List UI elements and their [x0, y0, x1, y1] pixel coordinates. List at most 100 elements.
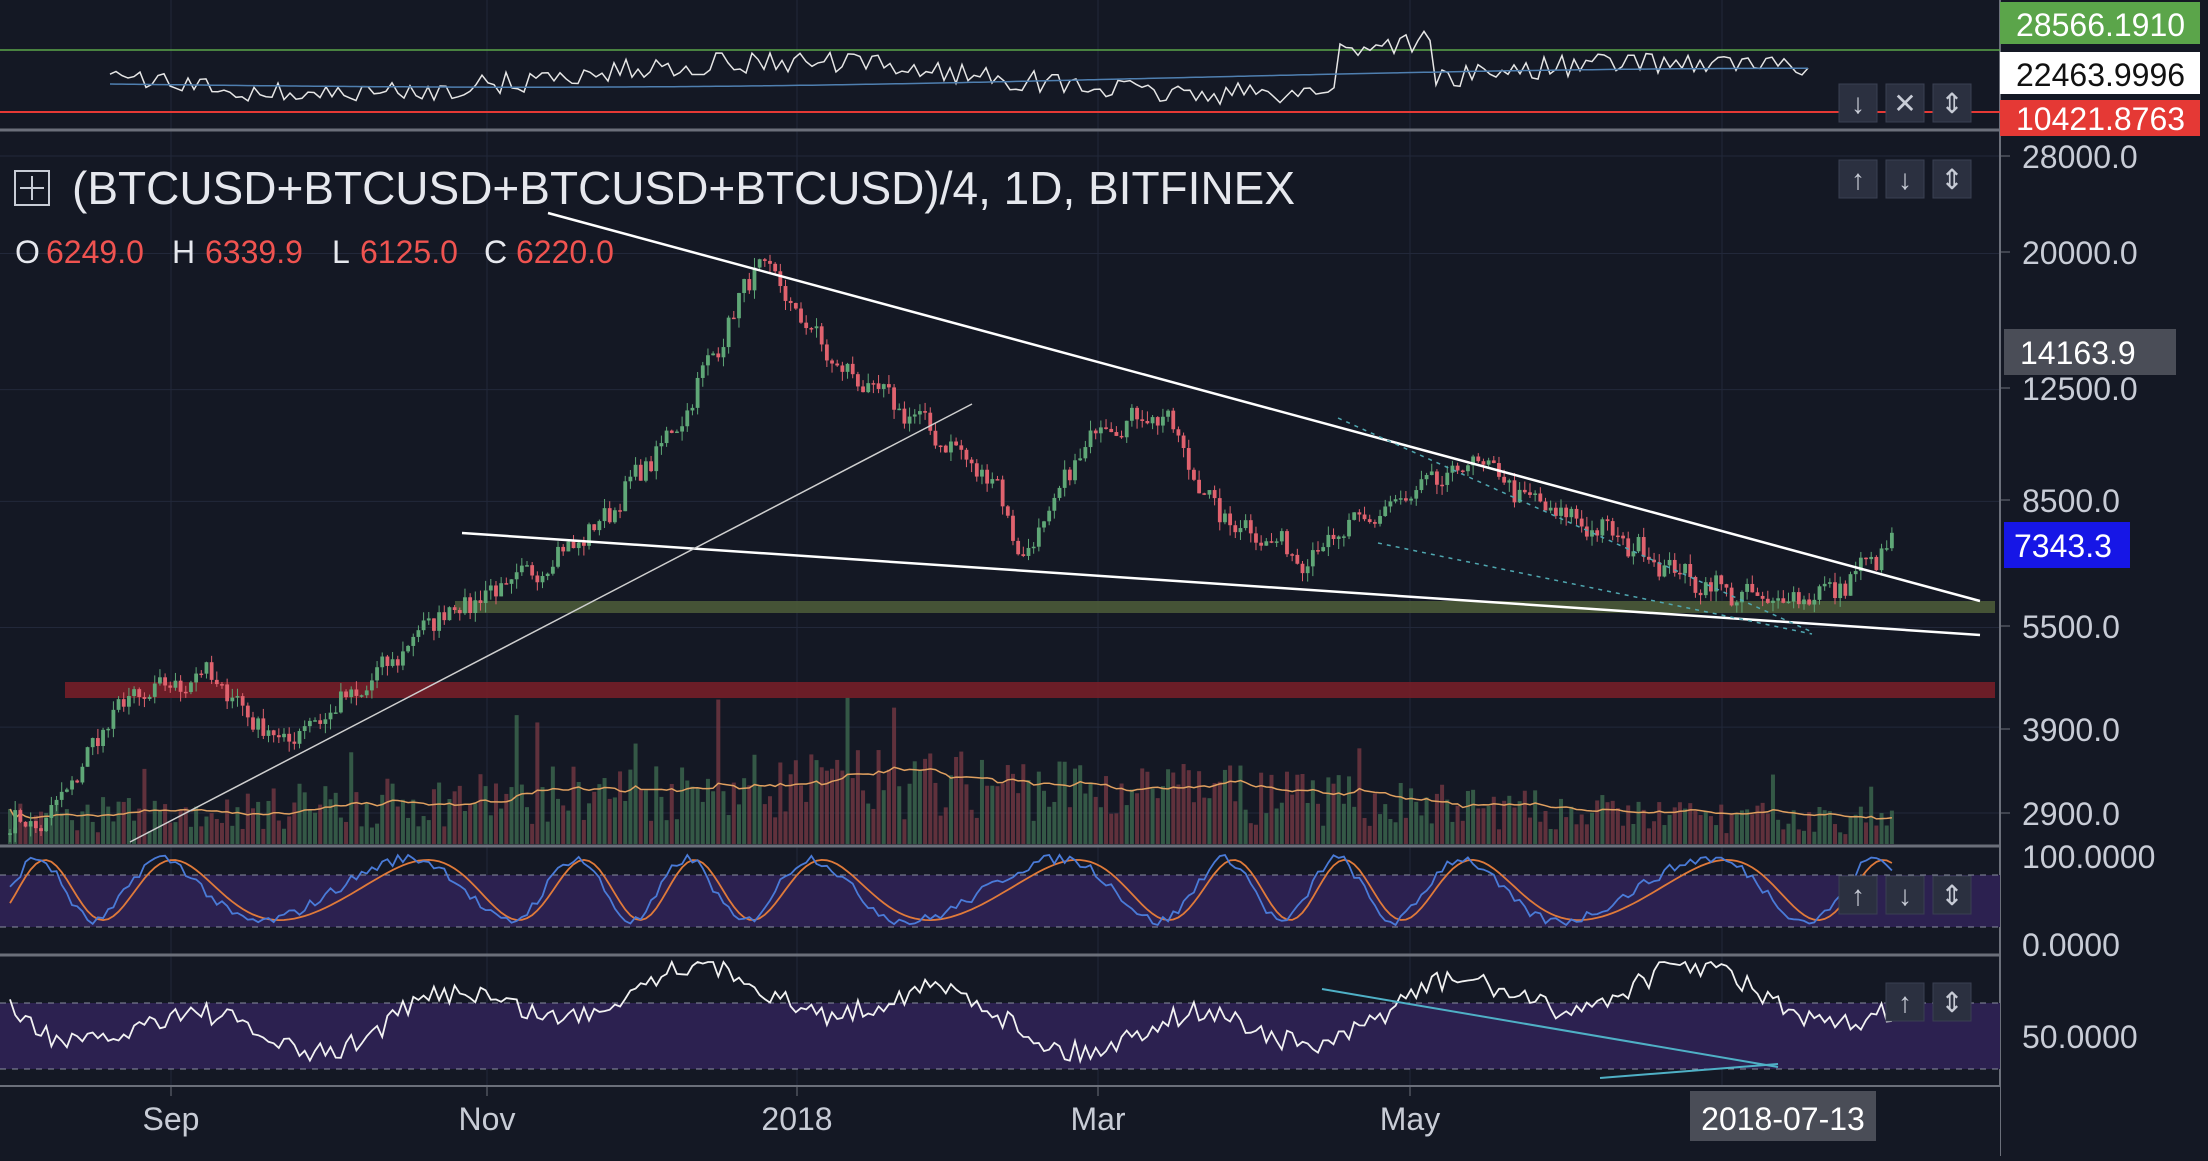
- main-pane-up-button[interactable]: ↑: [1838, 159, 1878, 199]
- volume-bar: [1455, 805, 1460, 844]
- stoch-pane-up-button[interactable]: ↑: [1838, 875, 1878, 915]
- candle-body: [44, 817, 49, 832]
- candle-body: [1522, 489, 1527, 493]
- candle-body: [1833, 582, 1837, 599]
- candle-body: [328, 712, 333, 720]
- candle-body: [1083, 447, 1088, 459]
- candle-body: [1802, 599, 1806, 605]
- candle-body: [545, 573, 550, 577]
- top-pane-series: [109, 30, 1809, 106]
- candle-body: [1067, 469, 1072, 481]
- candle-body: [866, 383, 871, 393]
- volume-bar: [421, 816, 426, 844]
- candle-body: [483, 590, 488, 604]
- candle-body: [1771, 600, 1775, 603]
- price-axis[interactable]: 28000.0 20000.0 12500.0 8500.0 5500.0 39…: [2000, 139, 2176, 832]
- candle-body: [1124, 420, 1129, 438]
- rsi-trendline-lower[interactable]: [1599, 1063, 1779, 1079]
- time-axis[interactable]: Sep Nov 2018 Mar May 2018-07-13: [0, 1085, 2000, 1156]
- volume-bar: [1109, 813, 1114, 844]
- main-pane-maximize-button[interactable]: ⇕: [1932, 159, 1972, 199]
- volume-bar: [1274, 808, 1279, 844]
- volume-bar: [416, 826, 421, 844]
- candle-body: [1192, 469, 1196, 480]
- volume-bar: [1693, 810, 1698, 844]
- volume-bar: [1714, 825, 1719, 844]
- candle-body: [990, 479, 995, 484]
- arrow-up-icon: ↑: [1851, 880, 1865, 911]
- candle-body: [1703, 582, 1708, 596]
- volume-bar: [276, 820, 281, 844]
- volume-bar: [1739, 810, 1744, 844]
- trendlines[interactable]: [129, 211, 1981, 843]
- candle-body: [33, 821, 38, 829]
- price-tag-level: [2004, 329, 2176, 375]
- candle-body: [1698, 592, 1703, 596]
- rsi-pane-up-button[interactable]: ↑: [1885, 982, 1925, 1022]
- volume-bar: [700, 801, 705, 844]
- price-tick: 12500.0: [2022, 371, 2138, 407]
- rsi-pane-maximize-button[interactable]: ⇕: [1932, 982, 1972, 1022]
- main-pane-down-button[interactable]: ↓: [1885, 159, 1925, 199]
- time-cursor-label: 2018-07-13: [1701, 1101, 1865, 1137]
- candle-body: [783, 286, 788, 301]
- rsi-trendline-upper[interactable]: [1321, 988, 1779, 1068]
- candle-body: [716, 353, 721, 358]
- top-pane-maximize-button[interactable]: ⇕: [1932, 83, 1972, 123]
- candle-body: [721, 347, 726, 358]
- candle-body: [18, 810, 23, 822]
- top-pane-down-button[interactable]: ↓: [1838, 83, 1878, 123]
- volume-bar: [318, 804, 323, 844]
- candle-body: [1119, 435, 1124, 438]
- candle-body: [556, 546, 560, 567]
- candle-body: [256, 718, 261, 730]
- candle-body: [876, 383, 881, 389]
- volume-bar: [587, 803, 592, 844]
- volume-bar: [70, 820, 75, 844]
- candle-body: [364, 690, 369, 696]
- volume-bar: [1372, 793, 1377, 844]
- candle-body: [845, 363, 850, 372]
- expand-button[interactable]: [14, 170, 50, 206]
- descending-resistance-trendline[interactable]: [547, 211, 1981, 603]
- candle-body: [1207, 490, 1212, 495]
- candle-body: [1300, 563, 1305, 574]
- volume-bar: [912, 761, 917, 844]
- volume-bar: [1434, 793, 1439, 844]
- candle-body: [1517, 489, 1522, 503]
- volume-bar: [1341, 803, 1346, 844]
- volume-bar: [550, 766, 555, 844]
- volume-bar: [64, 809, 69, 844]
- candle-body: [938, 445, 943, 448]
- candle-body: [747, 279, 752, 291]
- candle-body: [1455, 465, 1460, 471]
- candle-body: [1290, 554, 1295, 556]
- candle-body: [1460, 470, 1465, 472]
- ascending-trendline[interactable]: [129, 403, 973, 843]
- volume-bar: [1734, 813, 1739, 844]
- volume-bar: [1238, 765, 1243, 844]
- volume-bar: [1269, 774, 1274, 844]
- candle-body: [116, 699, 121, 710]
- candle-body: [189, 682, 193, 693]
- stoch-pane-down-button[interactable]: ↓: [1885, 875, 1925, 915]
- descending-support-trendline[interactable]: [461, 531, 1981, 637]
- volume-bar: [747, 785, 752, 844]
- volume-bar: [1527, 817, 1532, 844]
- arrows-vertical-icon: ⇕: [1940, 164, 1963, 195]
- volume-bar: [266, 800, 271, 844]
- candle-body: [349, 689, 354, 698]
- candle-body: [442, 612, 447, 621]
- volume-bar: [933, 782, 938, 844]
- candle-body: [1502, 476, 1507, 483]
- stoch-pane-maximize-button[interactable]: ⇕: [1932, 875, 1972, 915]
- volume-bar: [1403, 817, 1408, 844]
- volume-bar: [90, 821, 95, 844]
- arrows-vertical-icon: ⇕: [1940, 987, 1963, 1018]
- top-pane-close-button[interactable]: ✕: [1885, 83, 1925, 123]
- volume-bar: [1186, 770, 1191, 844]
- volume-bar: [1559, 798, 1563, 844]
- candle-body: [1760, 595, 1765, 599]
